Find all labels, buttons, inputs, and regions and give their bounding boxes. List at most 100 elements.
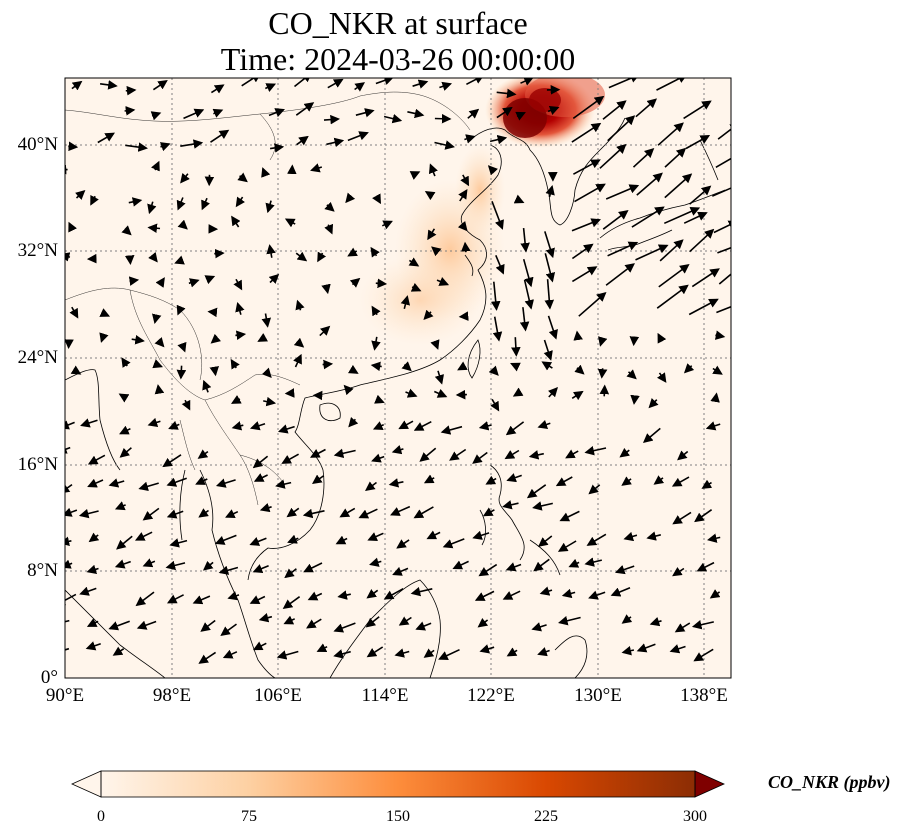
wind-arrow	[177, 341, 187, 353]
wind-arrow	[259, 502, 272, 513]
wind-arrow	[333, 448, 356, 459]
wind-arrow	[335, 535, 348, 545]
wind-arrow	[390, 505, 411, 516]
wind-arrow	[664, 147, 687, 168]
wind-arrow	[648, 398, 659, 409]
wind-arrow	[460, 174, 470, 187]
wind-arrow	[691, 620, 714, 630]
wind-arrow	[526, 484, 547, 499]
wind-arrow	[124, 255, 135, 265]
wind-arrow	[512, 387, 524, 397]
wind-arrow	[537, 647, 550, 657]
wind-arrow	[658, 264, 690, 288]
wind-arrow	[128, 276, 140, 286]
wind-arrow	[207, 307, 218, 318]
wind-arrow	[176, 365, 187, 380]
wind-arrow	[354, 82, 366, 92]
lon-tick-label: 130°E	[574, 685, 622, 706]
wind-arrow	[258, 613, 273, 623]
wind-arrow	[68, 221, 77, 233]
wind-arrow	[128, 197, 143, 207]
wind-arrow	[436, 276, 450, 286]
wind-arrow	[383, 587, 404, 600]
wind-arrow	[200, 619, 216, 632]
wind-arrow	[358, 508, 378, 519]
wind-arrow	[249, 595, 266, 604]
wind-arrow	[588, 590, 606, 600]
wind-arrow	[439, 81, 453, 91]
wind-arrow	[401, 361, 412, 372]
wind-arrow	[114, 501, 126, 511]
wind-arrow	[519, 307, 530, 332]
wind-arrow	[693, 648, 714, 662]
wind-arrow	[75, 190, 86, 201]
wind-arrow	[502, 590, 521, 600]
wind-arrow	[154, 384, 165, 395]
wind-arrow	[306, 618, 322, 629]
wind-arrow	[657, 332, 667, 344]
wind-arrow	[426, 530, 441, 540]
wind-arrow	[323, 114, 340, 125]
wind-arrow	[162, 454, 182, 468]
wind-arrow	[513, 194, 525, 204]
wind-arrow	[608, 78, 641, 89]
wind-arrow	[324, 201, 335, 212]
wind-arrow	[490, 281, 501, 311]
wind-arrow	[249, 421, 266, 431]
wind-arrow	[405, 388, 418, 398]
wind-arrow	[457, 220, 468, 232]
wind-arrow	[87, 478, 104, 488]
wind-arrow	[319, 325, 331, 337]
wind-arrow	[65, 483, 73, 494]
wind-arrow	[317, 251, 327, 263]
wind-arrow	[561, 588, 576, 599]
wind-arrow	[261, 367, 272, 378]
wind-arrow	[588, 484, 601, 495]
wind-arrow	[672, 511, 692, 525]
wind-arrow	[533, 558, 550, 572]
wind-arrow	[672, 566, 685, 577]
wind-arrow	[283, 615, 296, 625]
wind-arrow	[442, 538, 465, 549]
wind-arrow	[674, 622, 691, 633]
wind-arrow	[716, 305, 731, 314]
wind-arrow	[505, 562, 522, 572]
wind-arrow	[717, 122, 731, 140]
wind-arrow	[371, 453, 385, 463]
lat-tick-label: 0°	[40, 667, 58, 688]
wind-arrow	[174, 255, 185, 265]
wind-arrow	[69, 306, 79, 319]
wind-arrow	[78, 508, 99, 519]
wind-arrow	[231, 215, 241, 228]
wind-arrow	[118, 393, 130, 403]
wind-arrow	[398, 616, 412, 626]
wind-arrow	[413, 506, 434, 519]
wind-arrow	[65, 252, 71, 262]
wind-arrow	[264, 83, 277, 92]
wind-arrow	[714, 330, 726, 340]
wind-arrow	[202, 560, 214, 571]
wind-arrow	[398, 420, 414, 430]
wind-arrow	[543, 339, 553, 361]
wind-arrow	[252, 641, 267, 651]
wind-arrow	[571, 266, 598, 283]
wind-arrow	[108, 478, 125, 488]
wind-arrow	[249, 536, 267, 546]
wind-arrow	[502, 500, 519, 510]
colorbar-tick-label: 0	[97, 808, 105, 825]
wind-arrow	[70, 365, 82, 375]
wind-arrow	[168, 420, 180, 430]
wind-arrow	[584, 445, 607, 456]
wind-arrow	[303, 562, 323, 573]
wind-arrow	[433, 388, 448, 398]
wind-arrow	[574, 364, 585, 375]
wind-arrow	[349, 277, 361, 288]
colorbar-tick-label: 75	[241, 808, 257, 825]
wind-arrow	[152, 80, 168, 91]
wind-arrow	[166, 477, 187, 487]
wind-arrow	[86, 618, 99, 627]
wind-arrow	[99, 80, 118, 90]
map-time-subtitle: Time: 2024-03-26 00:00:00	[220, 41, 576, 77]
wind-arrow	[119, 425, 131, 435]
colorbar-tick-label: 225	[534, 808, 558, 825]
